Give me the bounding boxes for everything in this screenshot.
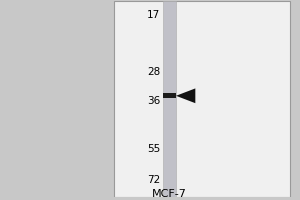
Polygon shape (176, 88, 195, 103)
Bar (163, 1, 176, 197)
Text: 55: 55 (147, 144, 161, 154)
Text: MCF-7: MCF-7 (152, 189, 187, 199)
Text: 72: 72 (147, 175, 161, 185)
Text: 17: 17 (147, 10, 161, 20)
FancyBboxPatch shape (114, 1, 290, 197)
Text: 36: 36 (147, 96, 161, 106)
Text: 28: 28 (147, 67, 161, 77)
Bar (163, 93, 176, 98)
